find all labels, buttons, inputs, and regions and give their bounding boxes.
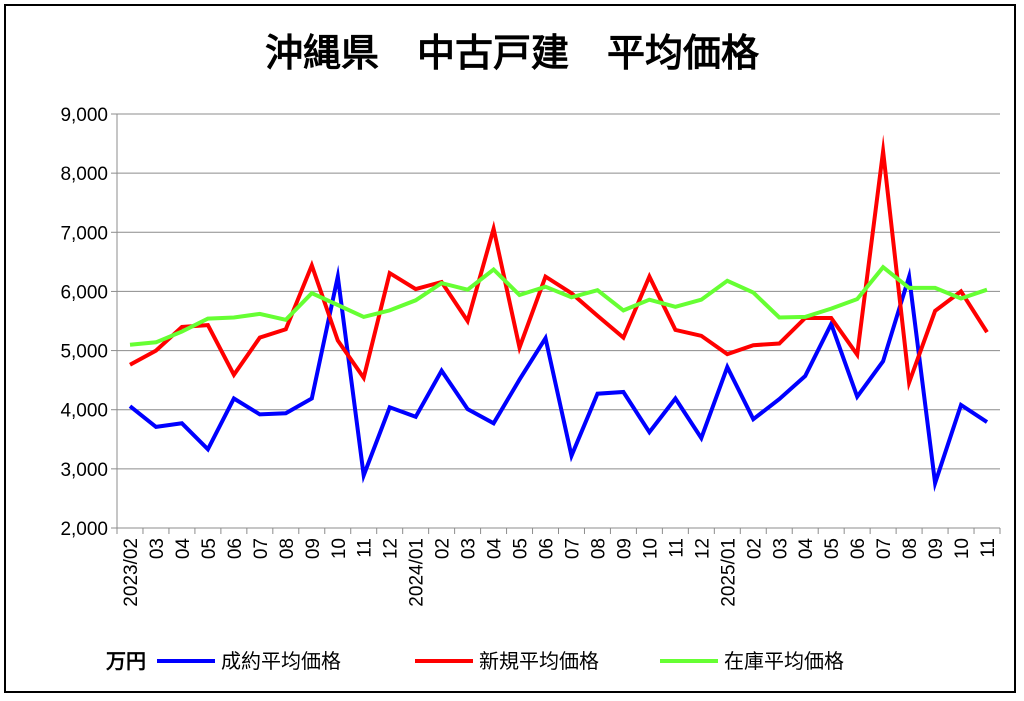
- grid: [111, 113, 1001, 534]
- x-tick-label: 10: [640, 538, 661, 559]
- y-tick-label: 3,000: [60, 460, 108, 481]
- y-tick-label: 6,000: [60, 282, 108, 303]
- series-line: [129, 264, 988, 347]
- chart-title: 沖縄県 中古戸建 平均価格: [265, 31, 760, 75]
- x-tick-label: 07: [874, 538, 895, 559]
- y-tick-label: 8,000: [60, 164, 108, 185]
- x-tick-label: 12: [381, 538, 402, 559]
- x-tick-label: 08: [277, 538, 298, 559]
- x-tick-label: 02: [433, 538, 454, 559]
- x-tick-label: 09: [926, 538, 947, 559]
- x-tick-label: 2025/01: [718, 538, 739, 607]
- series-line: [128, 264, 989, 493]
- x-tick-label: 04: [796, 538, 817, 560]
- series-line: [129, 134, 989, 392]
- x-tick-label: 09: [303, 538, 324, 559]
- x-tick-label: 2023/02: [121, 538, 142, 607]
- x-tick-label: 02: [744, 538, 765, 559]
- x-tick-label: 11: [355, 538, 376, 558]
- x-tick-label: 08: [900, 538, 921, 559]
- y-axis: 2,000 3,000 4,000 5,000 6,000 7,000 8,000 9,000: [60, 105, 108, 540]
- y-tick-label: 9,000: [60, 105, 108, 126]
- x-tick-label: 03: [147, 538, 168, 559]
- x-tick-label: 06: [225, 538, 246, 559]
- x-tick-label: 10: [329, 538, 350, 559]
- legend-label: 在庫平均価格: [724, 649, 844, 673]
- x-tick-label: 11: [666, 538, 687, 558]
- unit-label: 万円: [105, 649, 146, 673]
- x-tick-label: 2024/01: [407, 538, 428, 607]
- x-tick-label: 06: [848, 538, 869, 559]
- x-tick-label: 09: [614, 538, 635, 559]
- x-tick-label: 07: [251, 538, 272, 559]
- x-tick-label: 03: [770, 538, 791, 559]
- legend-label: 成約平均価格: [221, 649, 341, 673]
- x-tick-label: 05: [199, 538, 220, 559]
- x-tick-label: 06: [537, 538, 558, 559]
- x-tick-label: 08: [588, 538, 609, 559]
- series-group: [128, 134, 989, 493]
- x-tick-label: 05: [511, 538, 532, 559]
- x-axis: 2023/02 03 04 05 06 07 08 09 10 11 12 2024/01 02 03 04…: [121, 538, 999, 607]
- x-tick-label: 11: [978, 538, 999, 558]
- x-tick-label: 10: [952, 538, 973, 559]
- x-tick-label: 07: [562, 538, 583, 559]
- y-tick-label: 7,000: [60, 223, 108, 244]
- legend-label: 新規平均価格: [479, 649, 599, 673]
- y-tick-label: 2,000: [60, 519, 108, 540]
- x-tick-label: 12: [692, 538, 713, 559]
- chart-frame: [4, 4, 1016, 693]
- legend: 万円 成約平均価格 新規平均価格 在庫平均価格: [105, 649, 844, 673]
- y-tick-label: 4,000: [60, 401, 108, 422]
- x-tick-label: 05: [822, 538, 843, 559]
- x-tick-label: 04: [173, 538, 194, 560]
- y-tick-label: 5,000: [60, 342, 108, 363]
- x-tick-label: 04: [485, 538, 506, 560]
- x-tick-label: 03: [459, 538, 480, 559]
